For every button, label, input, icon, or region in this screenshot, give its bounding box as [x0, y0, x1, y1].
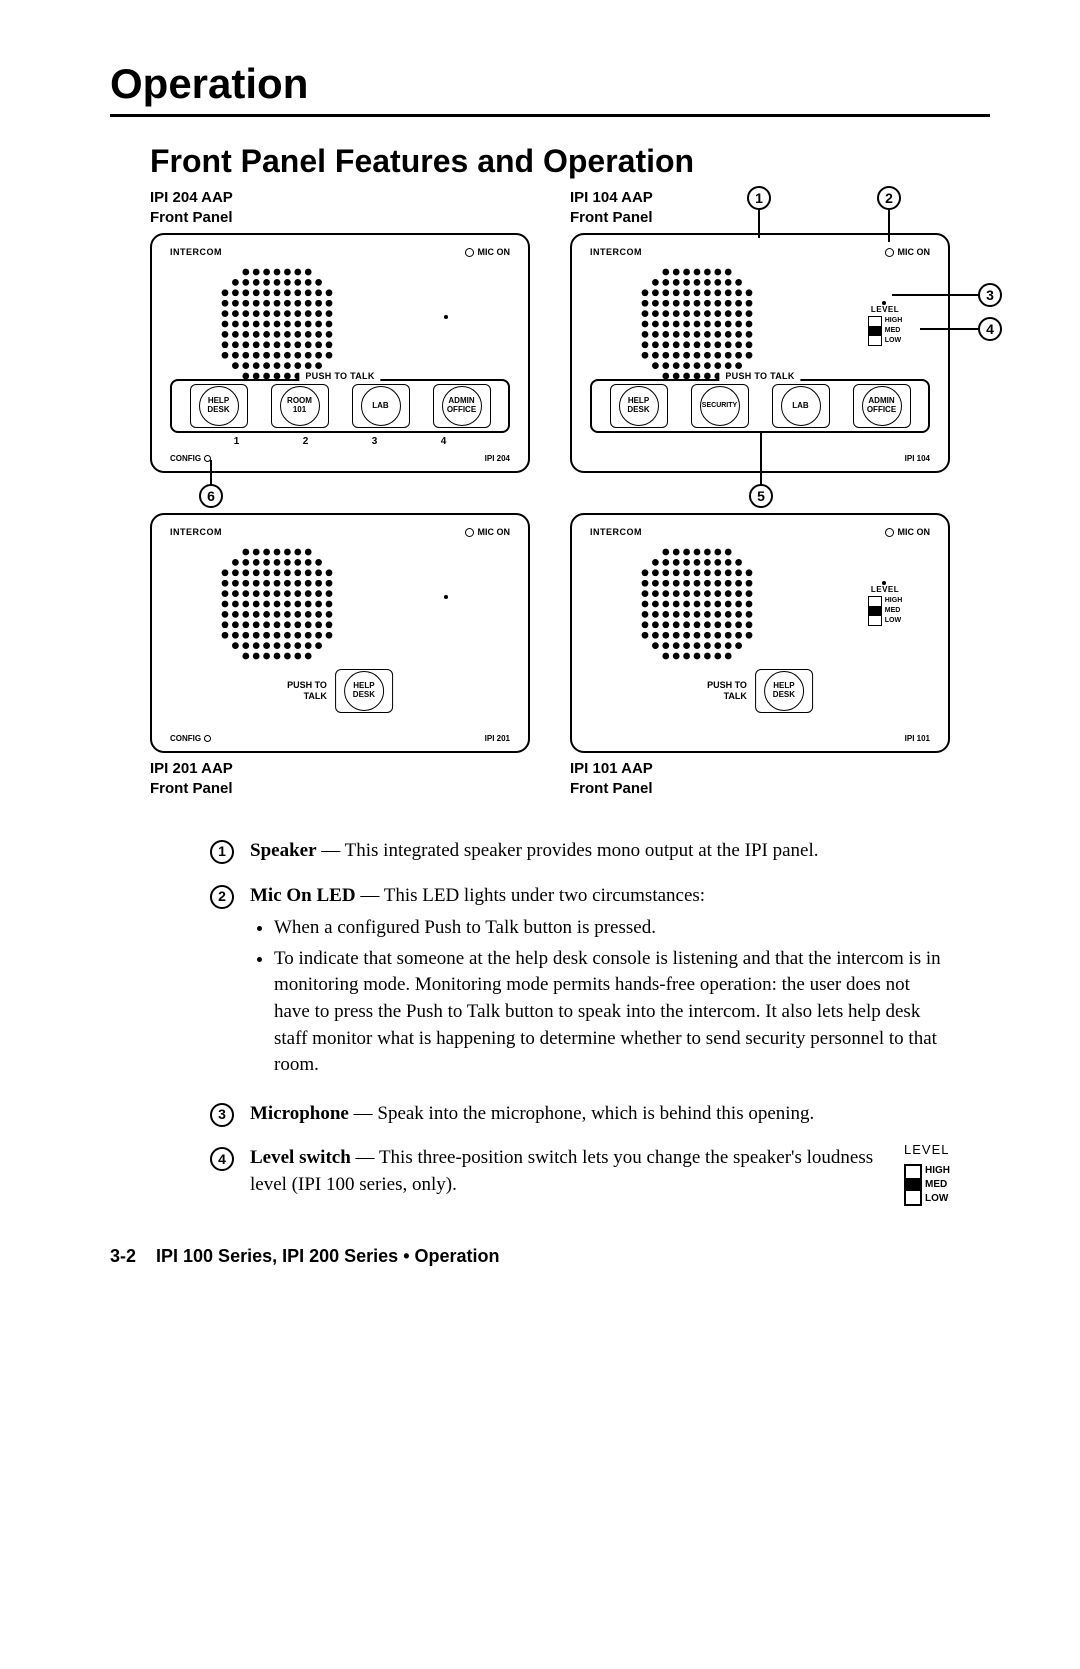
panels-grid: IPI 204 AAPFront Panel INTERCOM MIC ON P… — [150, 188, 990, 798]
microphone-icon — [444, 595, 448, 599]
level-switch-icon — [904, 1164, 922, 1206]
config-label: CONFIG — [170, 454, 211, 463]
ptt-button[interactable]: SECURITY — [691, 384, 749, 428]
description-list: 1 Speaker — This integrated speaker prov… — [210, 838, 950, 1206]
ptt-button[interactable]: HELP DESK — [610, 384, 668, 428]
level-block: LEVEL HIGHMEDLOW — [850, 585, 920, 626]
callout-6: 6 — [199, 484, 223, 508]
page-title: Operation — [110, 60, 990, 117]
level-switch[interactable] — [868, 596, 882, 626]
desc-item-2: 2 Mic On LED — This LED lights under two… — [210, 883, 950, 1083]
mic-on-101: MIC ON — [885, 527, 931, 537]
led-icon — [465, 528, 474, 537]
desc-item-4: 4 LEVEL HIGHMEDLOW Level switch — This t… — [210, 1145, 950, 1205]
led-icon — [885, 528, 894, 537]
level-diagram-inline: LEVEL HIGHMEDLOW — [904, 1141, 950, 1205]
callout-4-inline: 4 — [210, 1147, 234, 1171]
callout-1: 1 — [747, 186, 771, 210]
model-label: IPI 201 — [485, 734, 510, 743]
speaker-grille-icon — [212, 259, 342, 389]
callout-2: 2 — [877, 186, 901, 210]
ptt-button[interactable]: LAB — [772, 384, 830, 428]
callout-5: 5 — [749, 484, 773, 508]
panel-201-wrap: INTERCOM MIC ON PUSH TO TALK HELP DESK C… — [150, 513, 550, 798]
ptt-button[interactable]: ADMIN OFFICE — [433, 384, 491, 428]
desc-item-1: 1 Speaker — This integrated speaker prov… — [210, 838, 950, 865]
callout-3: 3 — [978, 283, 1002, 307]
model-label: IPI 104 — [905, 454, 930, 463]
speaker-grille-icon — [212, 539, 342, 669]
panel-101-wrap: INTERCOM MIC ON LEVEL HIGHMEDLOW PUSH TO… — [570, 513, 970, 798]
ptt-button[interactable]: ADMIN OFFICE — [853, 384, 911, 428]
model-label: IPI 204 — [485, 454, 510, 463]
panel-204-label: IPI 204 AAPFront Panel — [150, 188, 550, 227]
panel-204-wrap: IPI 204 AAPFront Panel INTERCOM MIC ON P… — [150, 188, 550, 473]
config-label: CONFIG — [170, 734, 211, 743]
led-icon — [465, 248, 474, 257]
intercom-label: INTERCOM — [170, 247, 222, 257]
callout-1-inline: 1 — [210, 840, 234, 864]
intercom-label: INTERCOM — [170, 527, 222, 537]
speaker-grille-icon — [632, 259, 762, 389]
ptt-label: PUSH TO TALK — [719, 371, 800, 381]
level-switch[interactable] — [868, 316, 882, 346]
ptt-button[interactable]: ROOM 101 — [271, 384, 329, 428]
led-icon — [885, 248, 894, 257]
desc-item-3: 3 Microphone — Speak into the microphone… — [210, 1101, 950, 1128]
bullet: To indicate that someone at the help des… — [274, 946, 950, 1079]
panel-101-label: IPI 101 AAPFront Panel — [570, 759, 970, 798]
speaker-grille-icon — [632, 539, 762, 669]
level-block: LEVEL HIGHMEDLOW — [850, 305, 920, 346]
callout-3-inline: 3 — [210, 1103, 234, 1127]
page-number: 3-2 — [110, 1246, 136, 1266]
ptt-single-201: PUSH TO TALK HELP DESK — [287, 669, 393, 713]
page-footer: 3-2IPI 100 Series, IPI 200 Series • Oper… — [110, 1246, 990, 1267]
ptt-button[interactable]: HELP DESK — [755, 669, 813, 713]
ptt-bar-104: PUSH TO TALK HELP DESK SECURITY LAB ADMI… — [590, 379, 930, 433]
ptt-bar-204: PUSH TO TALK HELP DESK ROOM 101 LAB ADMI… — [170, 379, 510, 433]
ptt-button[interactable]: LAB — [352, 384, 410, 428]
callout-2-inline: 2 — [210, 885, 234, 909]
bullet: When a configured Push to Talk button is… — [274, 915, 950, 942]
config-dot-icon — [204, 735, 211, 742]
button-numbers: 1234 — [202, 436, 478, 447]
ptt-label: PUSH TO TALK — [299, 371, 380, 381]
panel-201: INTERCOM MIC ON PUSH TO TALK HELP DESK C… — [150, 513, 530, 753]
panel-204: INTERCOM MIC ON PUSH TO TALK HELP DESK R… — [150, 233, 530, 473]
ptt-single-101: PUSH TO TALK HELP DESK — [707, 669, 813, 713]
intercom-label: INTERCOM — [590, 527, 642, 537]
model-label: IPI 101 — [905, 734, 930, 743]
callout-4: 4 — [978, 317, 1002, 341]
section-title: Front Panel Features and Operation — [150, 143, 990, 180]
microphone-icon — [444, 315, 448, 319]
intercom-label: INTERCOM — [590, 247, 642, 257]
panel-101: INTERCOM MIC ON LEVEL HIGHMEDLOW PUSH TO… — [570, 513, 950, 753]
panel-104-wrap: IPI 104 AAPFront Panel INTERCOM MIC ON L… — [570, 188, 970, 473]
ptt-button[interactable]: HELP DESK — [190, 384, 248, 428]
mic-on-204: MIC ON — [465, 247, 511, 257]
mic-on-104: MIC ON — [885, 247, 931, 257]
panel-201-label: IPI 201 AAPFront Panel — [150, 759, 550, 798]
mic-on-201: MIC ON — [465, 527, 511, 537]
ptt-button[interactable]: HELP DESK — [335, 669, 393, 713]
